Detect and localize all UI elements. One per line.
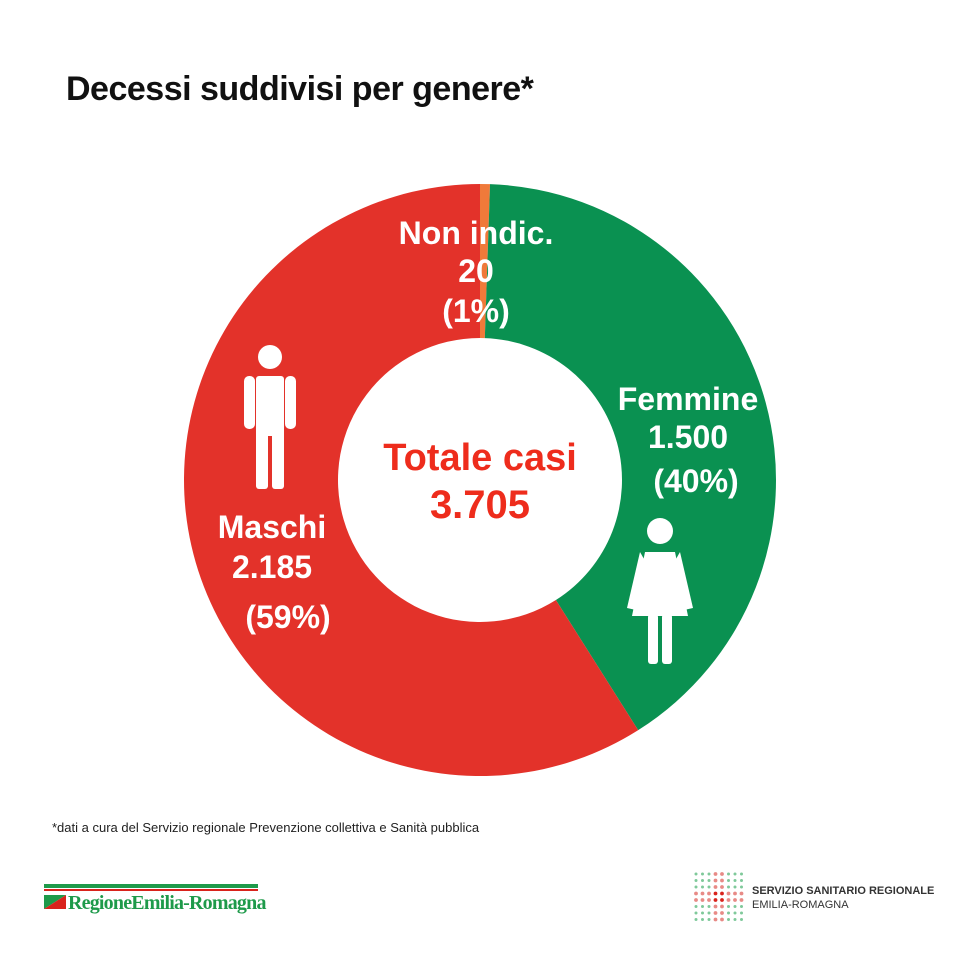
female-icon bbox=[627, 518, 693, 664]
ssr-dot bbox=[740, 911, 743, 915]
ssr-dot bbox=[727, 911, 730, 915]
ssr-dot bbox=[720, 917, 724, 922]
ssr-dot bbox=[701, 879, 704, 882]
ssr-dot bbox=[713, 878, 718, 883]
ssr-dot bbox=[713, 911, 718, 915]
ssr-dot bbox=[713, 885, 718, 889]
ssr-dot bbox=[720, 878, 724, 883]
ssr-dot bbox=[733, 872, 737, 876]
percent-non-indicato: (1%) bbox=[442, 293, 510, 329]
male-icon bbox=[244, 345, 296, 489]
ssr-dot bbox=[740, 872, 743, 876]
slice-non-indicato bbox=[480, 184, 491, 339]
ssr-dot bbox=[707, 872, 711, 876]
ssr-dot bbox=[694, 905, 698, 908]
ssr-dot bbox=[707, 891, 711, 896]
ssr-dot bbox=[733, 879, 737, 882]
regione-logo: RegioneEmilia-Romagna bbox=[44, 884, 266, 916]
ssr-dot bbox=[727, 918, 730, 921]
ssr-dot bbox=[694, 898, 698, 902]
slice-femmine bbox=[484, 184, 777, 731]
ssr-dot bbox=[694, 879, 698, 882]
ssr-dot bbox=[733, 891, 737, 896]
ssr-dot bbox=[720, 872, 724, 876]
ssr-dot bbox=[707, 905, 711, 908]
logo-green-bar bbox=[44, 884, 258, 888]
regione-logo-text: RegioneEmilia-Romagna bbox=[68, 892, 266, 915]
ssr-dot bbox=[694, 872, 698, 876]
label-maschi: Maschi bbox=[218, 509, 326, 545]
ssr-dot bbox=[740, 918, 743, 921]
ssr-dot bbox=[707, 911, 711, 915]
ssr-dot bbox=[720, 911, 724, 915]
ssr-dot bbox=[701, 918, 704, 921]
ssr-dot bbox=[720, 885, 724, 889]
ssr-line1: SERVIZIO SANITARIO REGIONALE bbox=[752, 885, 935, 897]
value-femmine: 1.500 bbox=[648, 419, 728, 455]
ssr-logo: SERVIZIO SANITARIO REGIONALE EMILIA-ROMA… bbox=[692, 870, 942, 926]
ssr-dot bbox=[733, 898, 737, 902]
ssr-dot bbox=[720, 904, 724, 909]
ssr-dot bbox=[739, 898, 744, 902]
logo-red-bar bbox=[44, 889, 258, 891]
ssr-dot bbox=[733, 905, 737, 908]
chart-title: Decessi suddivisi per genere* bbox=[66, 70, 534, 108]
ssr-dot bbox=[694, 911, 698, 915]
ssr-dot bbox=[694, 918, 698, 921]
ssr-dot bbox=[726, 898, 731, 902]
ssr-dot bbox=[727, 885, 730, 889]
ssr-dot bbox=[740, 885, 743, 889]
footnote: *dati a cura del Servizio regionale Prev… bbox=[52, 820, 480, 835]
ssr-line2: EMILIA-ROMAGNA bbox=[752, 899, 849, 911]
ssr-dot bbox=[707, 885, 711, 889]
ssr-dot bbox=[701, 872, 704, 876]
ssr-dot bbox=[700, 891, 705, 896]
center-total-label: Totale casi bbox=[383, 437, 577, 479]
ssr-dot bbox=[713, 904, 718, 909]
ssr-dot bbox=[707, 898, 711, 902]
ssr-dot bbox=[713, 917, 718, 922]
regione-text: Regione bbox=[68, 892, 132, 914]
ssr-dot bbox=[739, 891, 744, 896]
ssr-dot bbox=[733, 885, 737, 889]
ssr-dot bbox=[733, 918, 737, 921]
ssr-dot bbox=[713, 898, 718, 902]
emilia-romagna-text: Emilia-Romagna bbox=[131, 892, 266, 914]
ssr-dot bbox=[727, 905, 730, 908]
ssr-dot bbox=[694, 891, 698, 896]
slice-maschi bbox=[184, 184, 639, 776]
ssr-dot bbox=[740, 905, 743, 908]
ssr-dot bbox=[727, 879, 730, 882]
label-non-indicato: Non indic. bbox=[399, 215, 554, 251]
ssr-dot bbox=[694, 885, 698, 889]
ssr-dot bbox=[720, 898, 724, 902]
ssr-dot bbox=[701, 911, 704, 915]
center-total-value: 3.705 bbox=[430, 483, 530, 527]
ssr-dot bbox=[713, 872, 718, 876]
ssr-dot bbox=[727, 872, 730, 876]
ssr-dot bbox=[713, 891, 718, 896]
percent-femmine: (40%) bbox=[653, 463, 738, 499]
ssr-dot bbox=[740, 879, 743, 882]
value-maschi: 2.185 bbox=[232, 549, 312, 585]
ssr-dot bbox=[707, 918, 711, 921]
label-femmine: Femmine bbox=[618, 381, 758, 417]
ssr-dot bbox=[707, 879, 711, 882]
percent-maschi: (59%) bbox=[245, 599, 330, 635]
region-flag-icon bbox=[44, 895, 66, 909]
ssr-dot bbox=[701, 905, 704, 908]
ssr-dot bbox=[701, 885, 704, 889]
ssr-dot-grid-icon bbox=[694, 872, 744, 922]
ssr-dot bbox=[733, 911, 737, 915]
ssr-dot bbox=[726, 891, 731, 896]
value-non-indicato: 20 bbox=[458, 253, 494, 289]
ssr-dot bbox=[700, 898, 705, 902]
ssr-dot bbox=[720, 891, 724, 896]
